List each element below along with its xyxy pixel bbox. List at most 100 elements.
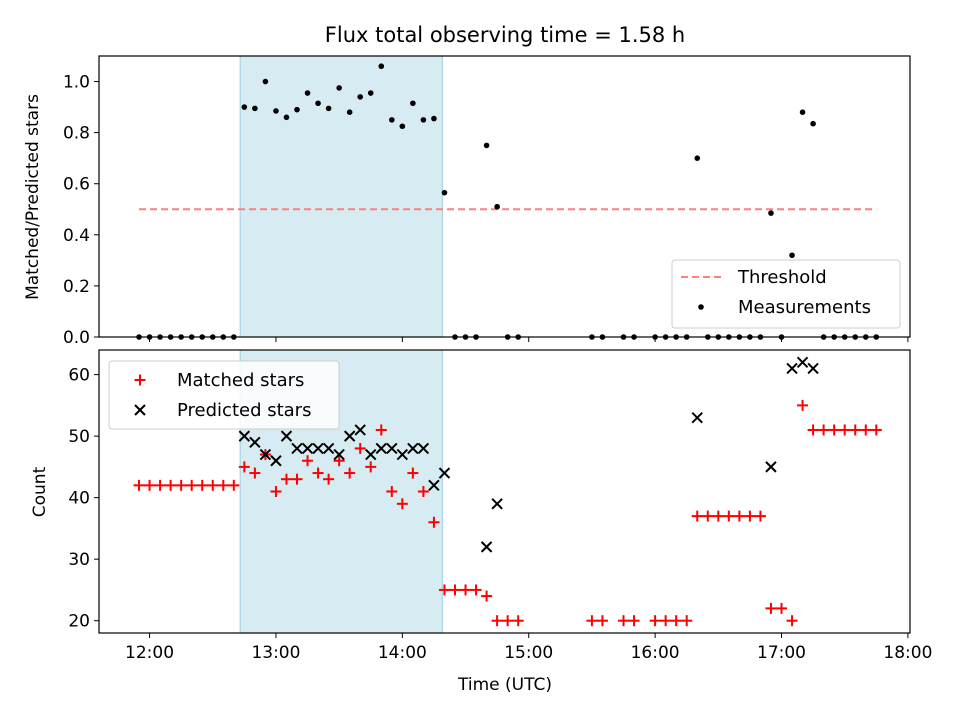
matched-star-point — [723, 510, 735, 522]
x-tick-label: 15:00 — [504, 643, 553, 663]
x-axis-label: Time (UTC) — [457, 675, 552, 695]
top-y-tick-label: 0.8 — [63, 124, 90, 144]
predicted-star-point — [438, 467, 451, 479]
legend-matched-label: Matched stars — [177, 370, 304, 391]
measurement-point — [357, 94, 364, 100]
measurement-point — [336, 85, 342, 91]
matched-star-point — [828, 424, 840, 436]
matched-star-point — [628, 615, 640, 627]
measurement-point — [431, 115, 437, 122]
top-y-tick-label: 0.2 — [63, 277, 90, 297]
top-highlight-span — [239, 55, 443, 338]
predicted-star-point — [354, 424, 366, 436]
matched-star-point — [502, 615, 514, 627]
matched-star-point — [786, 615, 798, 627]
measurement-point — [441, 189, 448, 196]
matched-star-point — [449, 584, 461, 596]
predicted-star-point — [428, 479, 440, 492]
matched-star-point — [228, 479, 240, 491]
matched-star-point — [839, 424, 851, 436]
bottom-y-axis-label: Count — [30, 466, 50, 517]
matched-star-point — [744, 510, 756, 522]
matched-star-point — [417, 486, 429, 497]
bottom-y-tick-label: 20 — [68, 612, 90, 632]
matched-star-point — [238, 461, 250, 473]
measurement-point — [346, 109, 353, 115]
matched-star-point — [460, 584, 472, 596]
measurement-point — [483, 142, 490, 149]
matched-star-point — [323, 473, 335, 485]
predicted-star-point — [386, 442, 398, 455]
matched-star-point — [302, 455, 314, 467]
measurement-point — [241, 104, 248, 110]
bottom-y-tick-label: 60 — [68, 366, 90, 386]
predicted-star-point — [343, 430, 356, 442]
matched-star-point — [660, 615, 672, 627]
matched-star-point — [375, 424, 387, 436]
top-y-tick-label: 0.4 — [63, 226, 90, 246]
predicted-star-point — [238, 430, 251, 442]
measurement-point — [283, 114, 290, 121]
top-y-tick-label: 0.0 — [63, 328, 90, 348]
matched-star-point — [280, 473, 292, 485]
bottom-plot-frame — [98, 349, 911, 634]
measurement-point — [378, 63, 385, 70]
matched-star-point — [249, 467, 261, 479]
predicted-star-point — [480, 541, 493, 553]
predicted-star-point — [301, 442, 314, 455]
top-panel: Flux total observing time = 1.58 h 0.0 0.… — [23, 23, 911, 348]
matched-star-point — [344, 467, 356, 479]
matched-star-point — [797, 399, 809, 411]
matched-star-point — [712, 510, 724, 522]
matched-star-point — [154, 479, 166, 491]
matched-star-point — [870, 424, 882, 436]
predicted-star-point — [322, 442, 335, 455]
measurement-point — [768, 210, 774, 216]
matched-star-point — [207, 479, 219, 491]
predicted-star-point — [807, 362, 819, 375]
matched-star-point — [618, 615, 630, 627]
measurement-point — [273, 108, 279, 114]
predicted-star-point — [291, 442, 303, 455]
x-tick-label: 13:00 — [251, 643, 300, 663]
matched-star-point — [596, 615, 608, 627]
matched-star-point — [186, 479, 198, 491]
predicted-star-point — [407, 442, 419, 455]
matched-star-point — [670, 615, 682, 627]
matched-star-point — [681, 615, 693, 627]
x-tick-label: 12:00 — [125, 643, 174, 663]
measurement-point — [789, 252, 795, 259]
matched-star-point — [470, 584, 482, 596]
predicted-star-point — [786, 362, 798, 375]
matched-star-point — [428, 516, 440, 528]
legend-predicted-swatch — [134, 404, 146, 416]
predicted-star-point — [396, 448, 409, 461]
measurement-point — [410, 100, 416, 107]
matched-star-point — [481, 590, 493, 602]
measurement-point — [389, 117, 395, 123]
x-tick-label: 17:00 — [757, 643, 806, 663]
bottom-y-tick-label: 30 — [68, 550, 90, 570]
predicted-star-point — [375, 442, 387, 455]
predicted-star-point — [249, 436, 261, 448]
matched-star-point — [407, 467, 419, 479]
legend-measurements-label: Measurements — [738, 297, 871, 318]
matched-star-point — [365, 461, 377, 473]
matched-star-point — [849, 424, 861, 436]
matched-star-point — [754, 510, 766, 522]
predicted-star-point — [491, 498, 503, 510]
measurement-point — [315, 100, 321, 107]
matched-star-point — [776, 602, 788, 614]
matched-star-point — [586, 615, 598, 627]
legend-measurements-swatch — [698, 304, 704, 310]
matched-star-point — [144, 479, 156, 491]
matched-star-point — [702, 510, 714, 522]
matched-star-point — [765, 602, 777, 614]
top-plot-frame — [98, 55, 911, 338]
matched-star-point — [196, 479, 208, 491]
matched-star-point — [175, 479, 187, 491]
top-y-tick-label: 1.0 — [63, 73, 90, 93]
predicted-star-point — [270, 455, 282, 467]
matched-star-point — [733, 510, 745, 522]
